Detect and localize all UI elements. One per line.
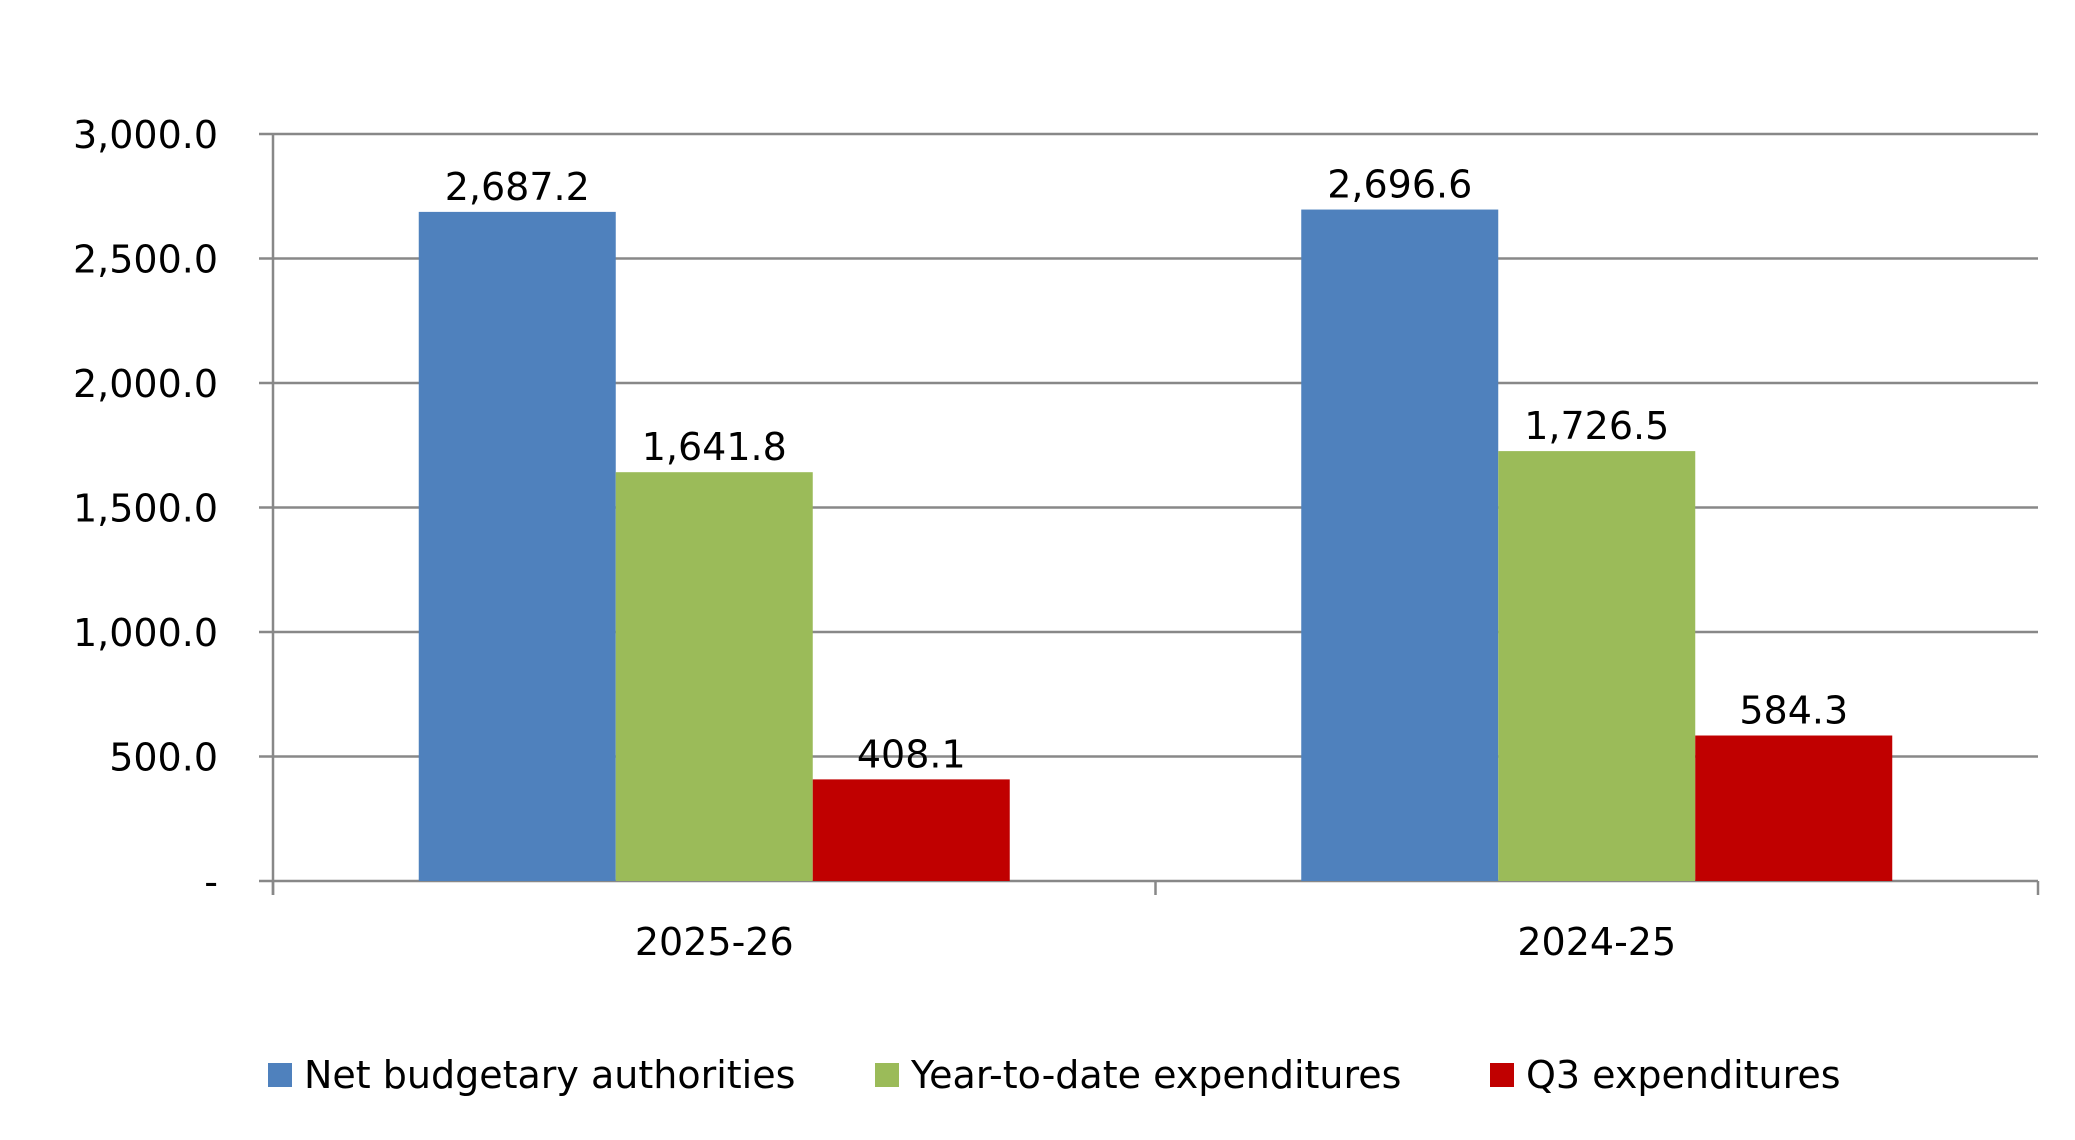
x-tick-label: 2024-25 <box>1517 920 1676 964</box>
legend-swatch <box>1490 1063 1514 1087</box>
legend-swatch <box>875 1063 899 1087</box>
y-tick-label: 2,500.0 <box>73 238 218 282</box>
y-tick-label: 1,500.0 <box>73 487 218 531</box>
bar <box>1695 735 1893 881</box>
legend: Net budgetary authorities Year-to-date ex… <box>268 1053 1841 1097</box>
bar <box>1301 209 1499 881</box>
data-label: 1,641.8 <box>642 425 787 469</box>
y-tick-label: 1,000.0 <box>73 611 218 655</box>
x-tick-label: 2025-26 <box>635 920 794 964</box>
bar <box>615 472 813 881</box>
y-tick-label: - <box>204 860 218 904</box>
bar <box>812 779 1010 881</box>
bar <box>418 211 616 881</box>
legend-label: Net budgetary authorities <box>304 1053 795 1097</box>
y-tick-label: 3,000.0 <box>73 113 218 157</box>
data-labels: 2,687.2 1,641.8 408.1 2,696.6 1,726.5 584.3 <box>445 163 1848 777</box>
data-label: 2,696.6 <box>1327 163 1472 207</box>
legend-label: Q3 expenditures <box>1526 1053 1841 1097</box>
data-label: 584.3 <box>1739 689 1848 733</box>
legend-label: Year-to-date expenditures <box>910 1053 1401 1097</box>
bar <box>1498 451 1696 881</box>
data-label: 2,687.2 <box>445 165 590 209</box>
y-tick-label: 2,000.0 <box>73 362 218 406</box>
data-label: 408.1 <box>857 732 966 776</box>
bars <box>418 209 1893 881</box>
legend-swatch <box>268 1063 292 1087</box>
axes: - 500.0 1,000.0 1,500.0 2,000.0 2,500.0 3,000.… <box>73 113 2040 964</box>
data-label: 1,726.5 <box>1524 404 1669 448</box>
y-tick-label: 500.0 <box>109 736 218 780</box>
